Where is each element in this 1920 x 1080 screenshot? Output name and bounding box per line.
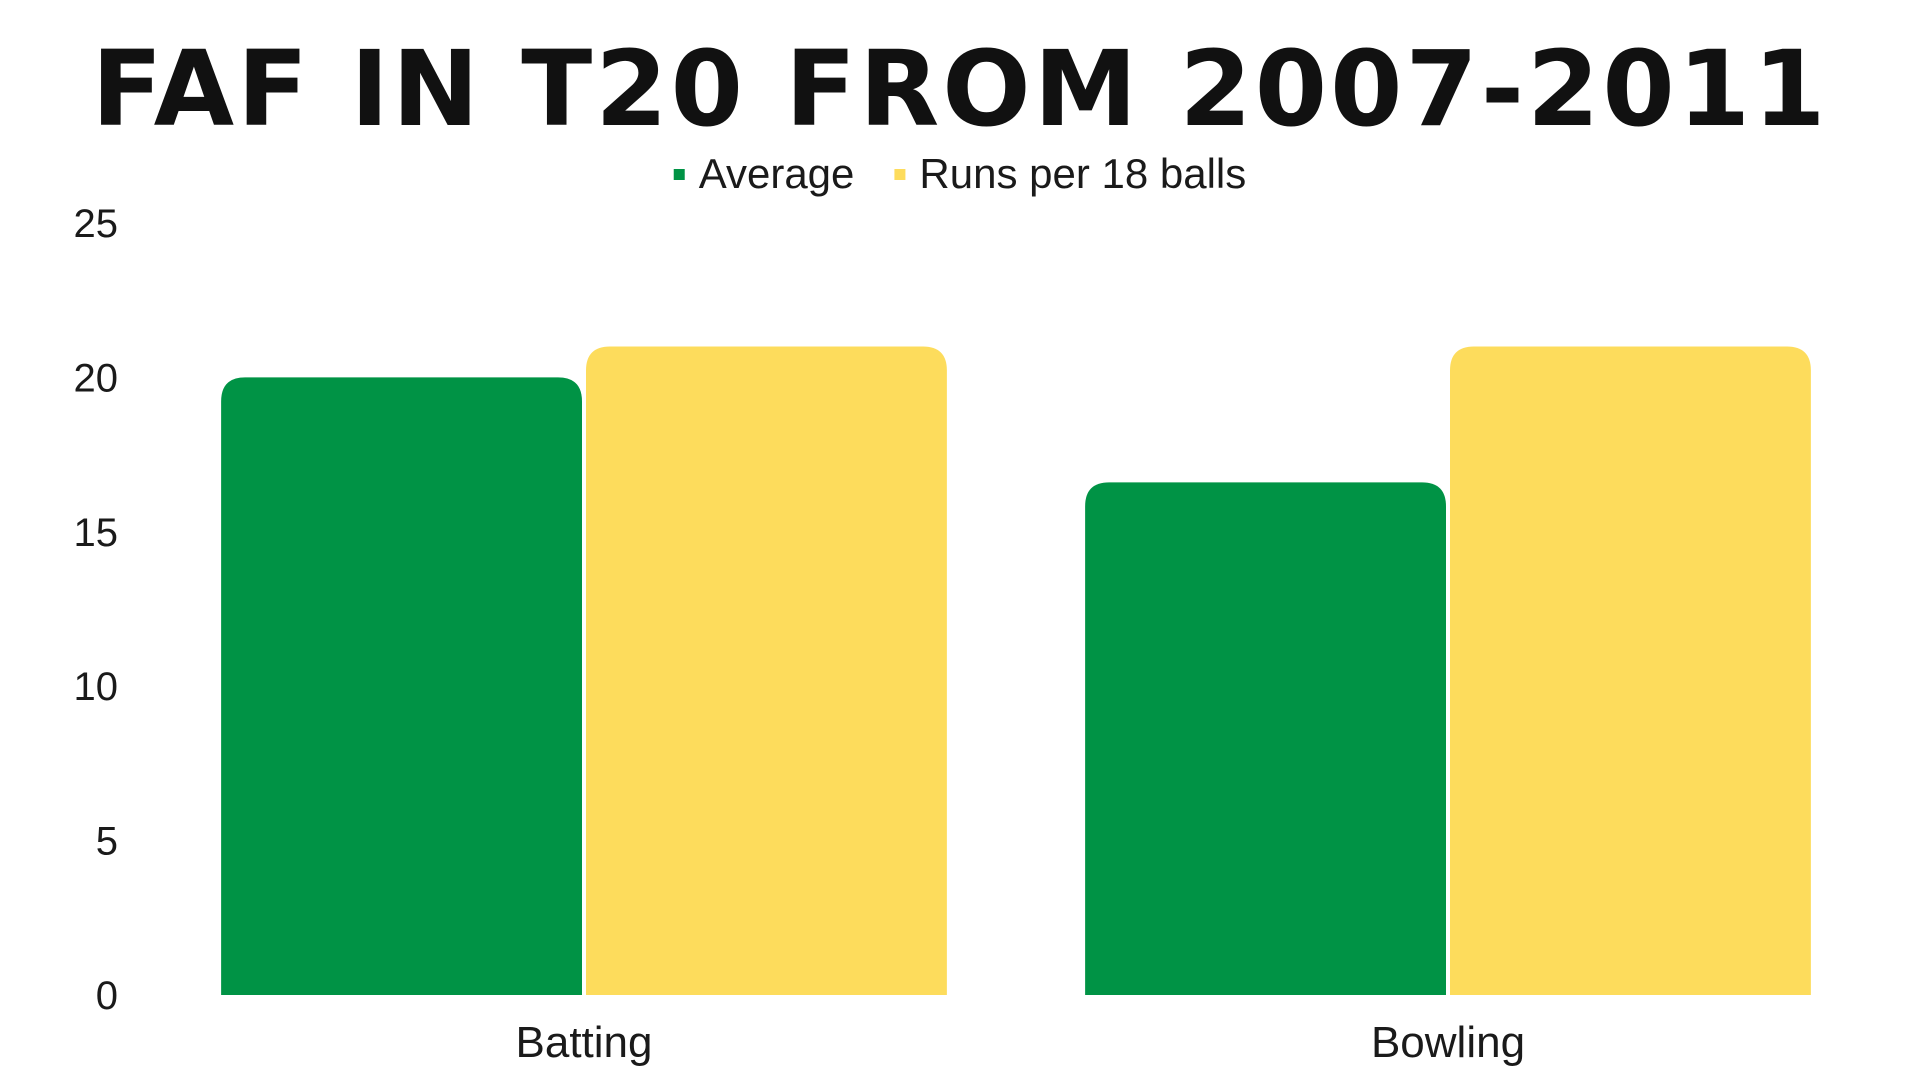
legend-swatch xyxy=(673,169,685,180)
legend-swatch xyxy=(894,169,906,180)
bar-batting-runs-per-18-balls xyxy=(586,346,947,995)
legend: Average Runs per 18 balls xyxy=(673,150,1246,197)
legend-label: Runs per 18 balls xyxy=(919,150,1246,197)
y-axis-ticks: 0 5 10 15 20 25 xyxy=(74,202,119,1018)
y-tick-label: 25 xyxy=(74,202,119,246)
bar-bowling-runs-per-18-balls xyxy=(1450,346,1811,995)
y-tick-label: 0 xyxy=(96,974,118,1018)
x-axis-labels: Batting Bowling xyxy=(516,1018,1526,1067)
legend-label: Average xyxy=(699,150,855,197)
x-category-label: Batting xyxy=(516,1018,653,1067)
bar-bowling-average xyxy=(1085,482,1446,996)
bar-batting-average xyxy=(221,377,582,995)
chart-title: FAF IN T20 FROM 2007-2011 xyxy=(92,28,1829,150)
y-tick-label: 20 xyxy=(74,356,119,400)
x-category-label: Bowling xyxy=(1371,1018,1525,1067)
y-tick-label: 5 xyxy=(96,820,118,864)
bars xyxy=(221,346,1811,996)
y-tick-label: 15 xyxy=(74,511,119,555)
y-tick-label: 10 xyxy=(74,665,119,709)
